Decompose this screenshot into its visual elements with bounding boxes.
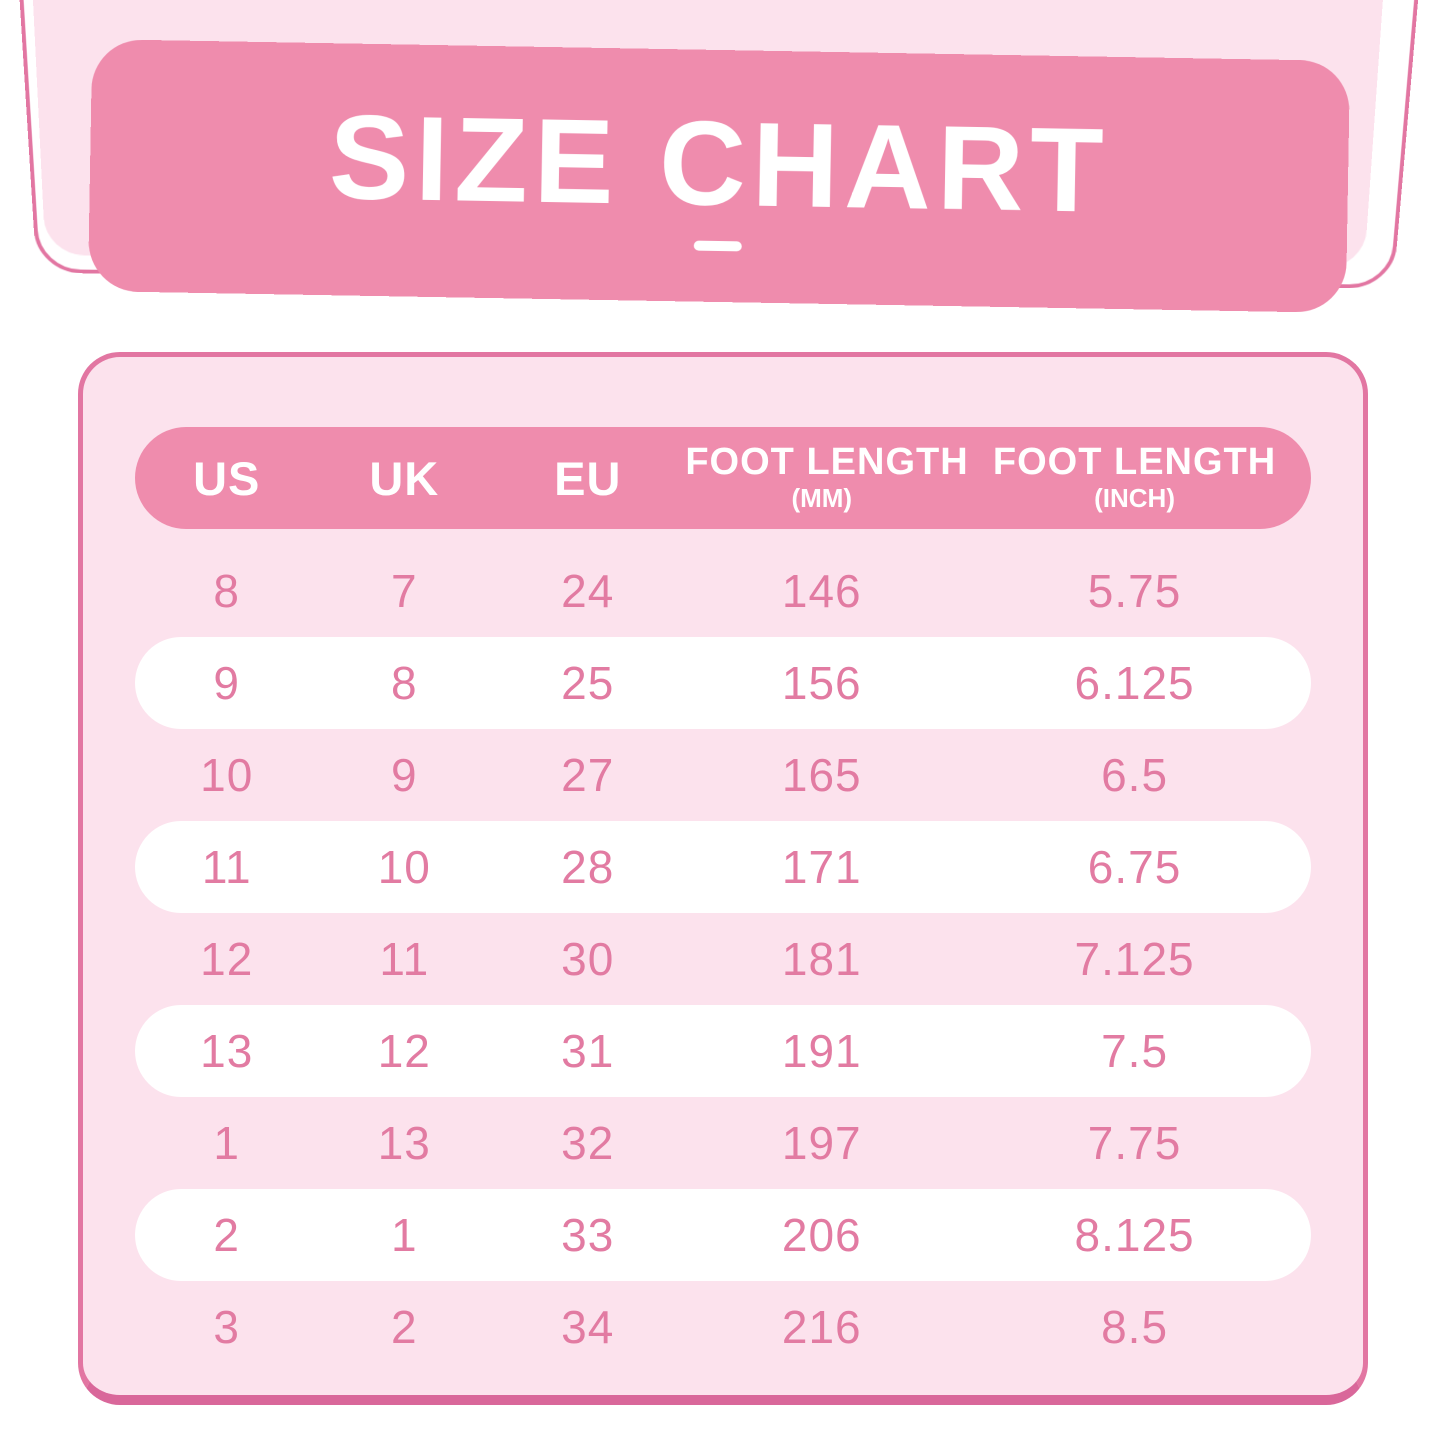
table-cell: 13 [200,1025,254,1077]
table-cell: 10 [200,749,254,801]
table-cell: 12 [200,933,254,985]
table-cell: 11 [379,933,430,985]
table-cell: 7.125 [1074,933,1195,985]
column-header: FOOT LENGTH (INCH) [958,443,1311,513]
page-title: SIZE CHART [328,90,1111,238]
table-cell: 181 [781,933,862,985]
table-cell: 7.75 [1087,1117,1182,1169]
column-header-label: EU [554,451,622,505]
table-cell: 7.5 [1101,1025,1169,1077]
table-cell: 1 [213,1117,241,1169]
table-row: 11 10 28 171 6.75 [135,821,1311,913]
column-header-unit: (MM) [791,483,853,514]
column-header: US [135,455,318,502]
column-header: EU [490,455,685,502]
table-row: 1 13 32 197 7.75 [135,1097,1311,1189]
table-cell: 30 [561,933,615,985]
table-row: 12 11 30 181 7.125 [135,913,1311,1005]
table-cell: 197 [781,1117,862,1169]
table-body: 8 7 24 146 5.75 9 8 25 156 6.125 10 9 27 165 6.5 11 10 28… [135,545,1311,1373]
title-underline-dash [693,240,742,252]
table-cell: 6.75 [1087,841,1182,893]
title-banner: SIZE CHART [87,39,1351,313]
table-cell: 33 [561,1209,615,1261]
table-cell: 13 [377,1117,431,1169]
table-cell: 3 [213,1301,241,1353]
table-cell: 31 [561,1025,615,1077]
table-cell: 6.125 [1074,657,1195,709]
table-row: 2 1 33 206 8.125 [135,1189,1311,1281]
table-cell: 8 [213,565,241,617]
table-cell: 28 [561,841,615,893]
size-table-card: US UK EU FOOT LENGTH (MM) FOOT LENGTH (INCH) 8… [78,352,1368,1405]
table-cell: 191 [781,1025,862,1077]
table-cell: 5.75 [1087,565,1182,617]
table-cell: 27 [561,749,615,801]
column-header-label: US [193,451,261,505]
table-cell: 206 [781,1209,862,1261]
table-header-row: US UK EU FOOT LENGTH (MM) FOOT LENGTH (INCH) [135,427,1311,529]
table-cell: 146 [781,565,862,617]
table-row: 9 8 25 156 6.125 [135,637,1311,729]
table-cell: 25 [561,657,615,709]
table-cell: 8.125 [1074,1209,1195,1261]
table-row: 3 2 34 216 8.5 [135,1281,1311,1373]
table-cell: 11 [201,841,252,893]
table-cell: 6.5 [1101,749,1169,801]
table-cell: 156 [781,657,862,709]
table-cell: 2 [391,1301,418,1353]
table-cell: 12 [377,1025,431,1077]
table-cell: 7 [391,565,418,617]
column-header-unit: (INCH) [1094,483,1175,514]
table-cell: 165 [781,749,862,801]
column-header-label: FOOT LENGTH [685,441,969,484]
table-cell: 32 [561,1117,615,1169]
table-row: 8 7 24 146 5.75 [135,545,1311,637]
table-cell: 2 [213,1209,241,1261]
column-header: FOOT LENGTH (MM) [685,441,969,514]
table-cell: 216 [781,1301,862,1353]
table-cell: 24 [561,565,615,617]
column-header-label: FOOT LENGTH [992,441,1277,484]
table-row: 10 9 27 165 6.5 [135,729,1311,821]
table-cell: 8.5 [1101,1301,1169,1353]
table-cell: 8 [391,657,418,709]
column-header: UK [318,455,490,502]
column-header-label: UK [369,451,440,505]
table-cell: 10 [377,841,431,893]
table-cell: 9 [391,749,418,801]
table-cell: 1 [391,1209,418,1261]
table-row: 13 12 31 191 7.5 [135,1005,1311,1097]
table-cell: 171 [781,841,862,893]
table-cell: 9 [213,657,241,709]
table-cell: 34 [561,1301,615,1353]
